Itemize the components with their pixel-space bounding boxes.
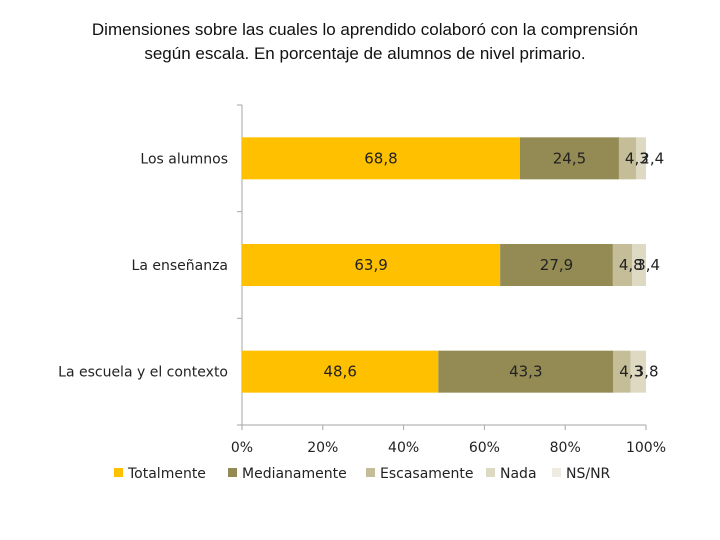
data-label-la-escuela-y-el-contexto-escasamente: 4,3 [619, 363, 643, 381]
data-label-la-escuela-y-el-contexto-nada: 3,8 [635, 363, 659, 381]
legend-item-medianamente: Medianamente [228, 466, 347, 482]
chart-title-line-1: Dimensiones sobre las cuales lo aprendid… [91, 20, 639, 39]
legend-swatch-medianamente [228, 468, 237, 477]
bar-la-escuela-y-el-contexto-medianamente [438, 350, 614, 393]
bar-la-escuela-y-el-contexto-totalmente [242, 350, 439, 393]
legend: Totalmente Medianamente Escasamente Nada NS/… [114, 466, 611, 482]
bar-la-ensenanza-nada [632, 244, 646, 286]
axes-layer: 0% 20% 40% 60% 80% 100% [231, 104, 666, 456]
data-labels-layer: Los alumnos 68,8 24,5 4,32,4La enseñanza 63,… [58, 149, 664, 380]
bar-los-alumnos-escasamente [618, 137, 637, 180]
data-label-los-alumnos-nada: 2,4 [640, 149, 664, 167]
x-tick-label: 100% [626, 440, 666, 456]
bar-la-ensenanza-medianamente [500, 244, 613, 286]
data-label-los-alumnos-medianamente: 24,5 [553, 149, 586, 167]
x-tick-label: 0% [231, 440, 253, 456]
data-label-la-escuela-y-el-contexto-totalmente: 48,6 [323, 363, 356, 381]
legend-item-ns-nr: NS/NR [552, 466, 611, 482]
x-tick-label: 40% [388, 440, 419, 456]
legend-item-nada: Nada [486, 466, 537, 482]
legend-label-ns-nr: NS/NR [566, 466, 611, 482]
legend-swatch-nada [486, 468, 495, 477]
legend-item-escasamente: Escasamente [366, 466, 474, 482]
legend-label-nada: Nada [500, 466, 537, 482]
category-label-la-escuela-y-el-contexto: La escuela y el contexto [58, 365, 228, 381]
bar-la-ensenanza-totalmente [242, 244, 501, 286]
legend-swatch-ns-nr [552, 468, 561, 477]
data-label-la-ensenanza-nada: 3,4 [636, 256, 660, 274]
chart-title: Dimensiones sobre las cuales lo aprendid… [40, 18, 690, 66]
bar-la-escuela-y-el-contexto-nada [630, 350, 646, 393]
data-label-los-alumnos-totalmente: 68,8 [364, 149, 397, 167]
legend-label-escasamente: Escasamente [380, 466, 474, 482]
bar-los-alumnos-nada [636, 137, 646, 180]
data-label-la-escuela-y-el-contexto-medianamente: 43,3 [509, 363, 542, 381]
legend-item-totalmente: Totalmente [114, 466, 206, 482]
bars-layer [242, 137, 646, 393]
x-tick-label: 20% [307, 440, 338, 456]
category-label-los-alumnos: Los alumnos [140, 151, 228, 167]
legend-label-totalmente: Totalmente [127, 466, 206, 482]
bar-los-alumnos-totalmente [242, 137, 520, 180]
bar-la-escuela-y-el-contexto-escasamente [613, 350, 631, 393]
bar-los-alumnos-medianamente [519, 137, 619, 180]
x-tick-label: 80% [550, 440, 581, 456]
chart-title-line-2: según escala. En porcentaje de alumnos d… [144, 44, 586, 63]
x-tick-label: 60% [469, 440, 500, 456]
category-label-la-ensenanza: La enseñanza [132, 258, 228, 274]
data-label-la-ensenanza-medianamente: 27,9 [540, 256, 573, 274]
legend-swatch-totalmente [114, 468, 123, 477]
bar-la-ensenanza-escasamente [612, 244, 633, 286]
data-label-los-alumnos-escasamente: 4,3 [625, 149, 649, 167]
data-label-la-ensenanza-totalmente: 63,9 [354, 256, 387, 274]
legend-label-medianamente: Medianamente [242, 466, 347, 482]
data-label-la-ensenanza-escasamente: 4,8 [619, 256, 643, 274]
legend-swatch-escasamente [366, 468, 375, 477]
